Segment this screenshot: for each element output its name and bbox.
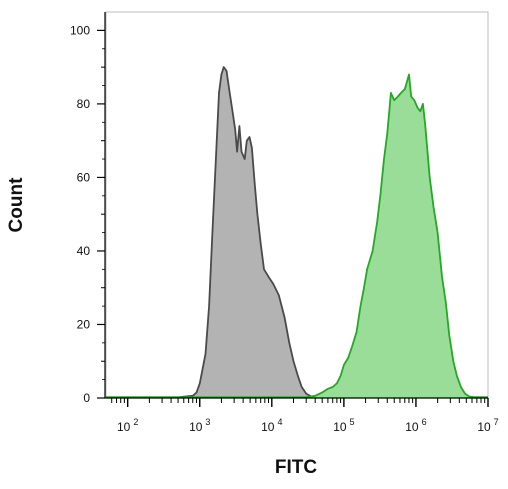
x-tick-label: 10 5	[333, 417, 354, 434]
y-tick-label: 100	[70, 23, 90, 37]
series-layer	[106, 66, 488, 399]
x-tick-label: 10 3	[189, 417, 210, 434]
y-tick-label: 60	[77, 170, 91, 184]
series-2-line	[106, 73, 488, 399]
x-tick-label: 10 7	[477, 417, 498, 434]
x-tick-label: 10 2	[117, 417, 138, 434]
x-axis-ticks: 10 2 10 3 10 4 10 5 10 6 10 7	[111, 398, 499, 434]
y-tick-label: 0	[83, 391, 90, 405]
series-2-area	[106, 74, 488, 398]
y-tick-label: 80	[77, 97, 91, 111]
y-axis-ticks: 0 20 40 60 80 100	[70, 23, 105, 405]
series-1-line	[106, 66, 488, 399]
x-axis-title: FITC	[275, 457, 317, 478]
y-axis-title: Count	[6, 177, 27, 233]
x-tick-label: 10 6	[405, 417, 426, 434]
y-tick-label: 40	[77, 244, 91, 258]
y-tick-label: 20	[77, 317, 91, 331]
x-tick-label: 10 4	[261, 417, 282, 434]
